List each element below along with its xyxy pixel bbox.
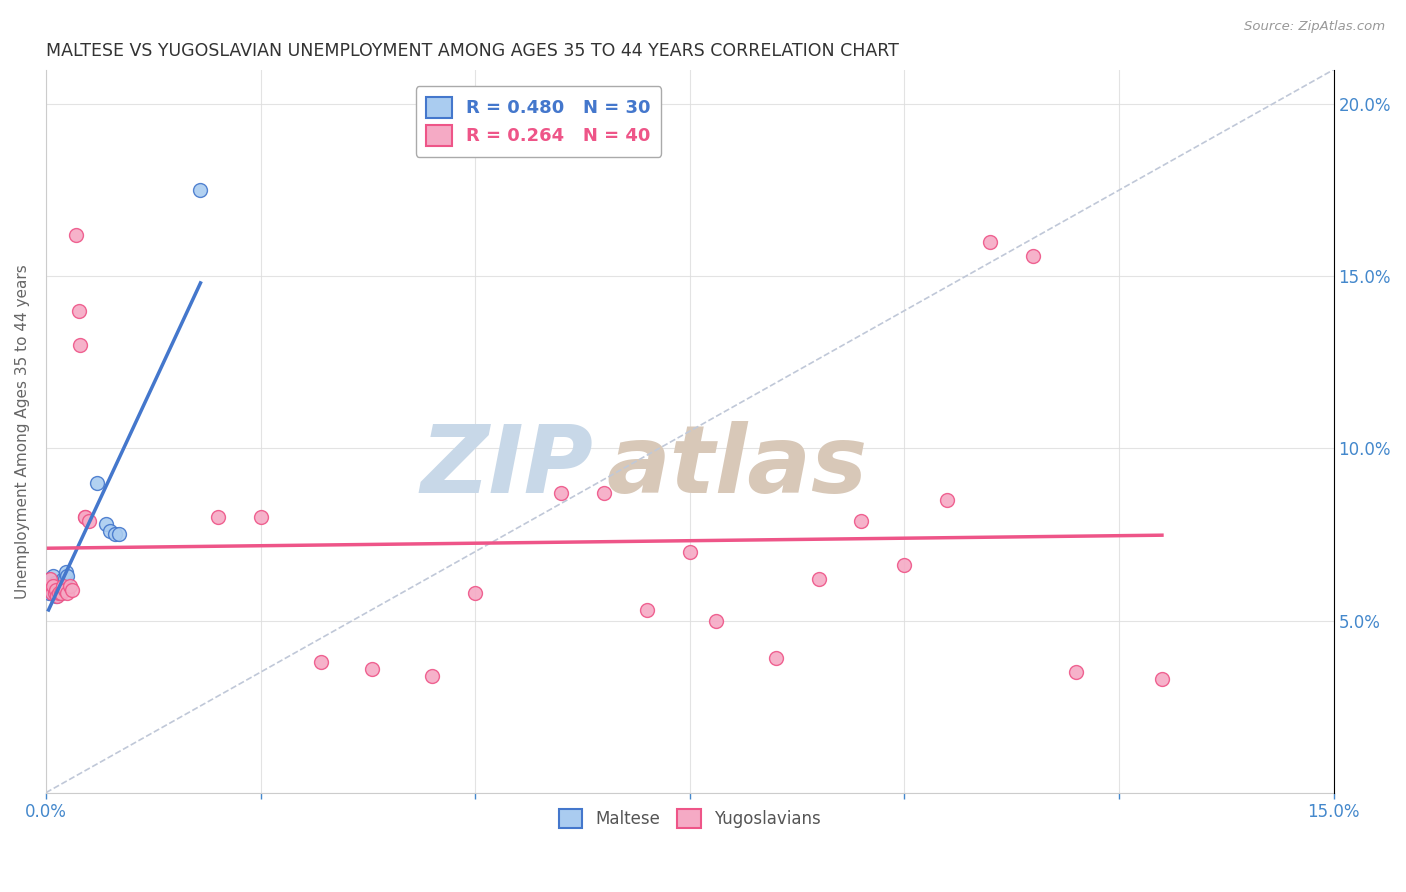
Point	[979, 235, 1001, 249]
Point	[94, 517, 117, 532]
Point	[39, 572, 62, 586]
Point	[67, 303, 90, 318]
Point	[49, 586, 72, 600]
Point	[44, 579, 66, 593]
Point	[53, 582, 76, 597]
Point	[851, 514, 873, 528]
Point	[46, 582, 69, 597]
Point	[550, 486, 572, 500]
Point	[42, 586, 65, 600]
Point	[936, 493, 959, 508]
Point	[73, 510, 96, 524]
Text: atlas: atlas	[606, 421, 868, 513]
Point	[48, 586, 70, 600]
Point	[1064, 665, 1087, 680]
Text: MALTESE VS YUGOSLAVIAN UNEMPLOYMENT AMONG AGES 35 TO 44 YEARS CORRELATION CHART: MALTESE VS YUGOSLAVIAN UNEMPLOYMENT AMON…	[46, 42, 898, 60]
Point	[190, 183, 212, 197]
Point	[51, 582, 73, 597]
Point	[893, 558, 915, 573]
Point	[361, 662, 384, 676]
Point	[56, 586, 79, 600]
Point	[679, 544, 702, 558]
Point	[52, 572, 75, 586]
Point	[108, 527, 131, 541]
Point	[44, 582, 66, 597]
Point	[42, 568, 65, 582]
Point	[46, 579, 69, 593]
Point	[49, 579, 72, 593]
Point	[39, 579, 62, 593]
Point	[48, 579, 70, 593]
Point	[636, 603, 658, 617]
Point	[39, 572, 62, 586]
Point	[1022, 249, 1045, 263]
Point	[56, 568, 79, 582]
Point	[593, 486, 616, 500]
Point	[60, 582, 83, 597]
Point	[98, 524, 121, 538]
Point	[309, 655, 332, 669]
Point	[420, 668, 443, 682]
Point	[44, 575, 66, 590]
Point	[86, 475, 108, 490]
Point	[49, 586, 72, 600]
Point	[48, 575, 70, 590]
Text: Source: ZipAtlas.com: Source: ZipAtlas.com	[1244, 20, 1385, 33]
Point	[249, 510, 271, 524]
Point	[77, 514, 100, 528]
Point	[207, 510, 229, 524]
Point	[41, 586, 63, 600]
Point	[42, 579, 65, 593]
Point	[65, 227, 87, 242]
Point	[104, 527, 127, 541]
Point	[704, 614, 727, 628]
Point	[1150, 672, 1173, 686]
Point	[45, 582, 67, 597]
Point	[42, 579, 65, 593]
Point	[46, 586, 69, 600]
Point	[807, 572, 830, 586]
Point	[765, 651, 787, 665]
Point	[464, 586, 486, 600]
Point	[38, 586, 60, 600]
Y-axis label: Unemployment Among Ages 35 to 44 years: Unemployment Among Ages 35 to 44 years	[15, 264, 30, 599]
Point	[69, 338, 91, 352]
Point	[73, 510, 96, 524]
Point	[59, 579, 82, 593]
Point	[45, 590, 67, 604]
Point	[52, 579, 75, 593]
Point	[48, 586, 70, 600]
Point	[46, 590, 69, 604]
Legend: Maltese, Yugoslavians: Maltese, Yugoslavians	[553, 802, 827, 835]
Point	[38, 579, 60, 593]
Point	[53, 572, 76, 586]
Text: ZIP: ZIP	[420, 421, 593, 513]
Point	[55, 566, 77, 580]
Point	[41, 586, 63, 600]
Point	[44, 586, 66, 600]
